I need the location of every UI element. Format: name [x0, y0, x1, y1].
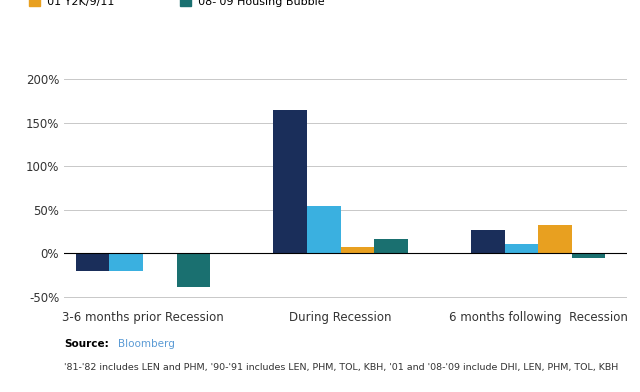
Bar — [273, 110, 307, 254]
Legend: '81-'82 OPEC/RateHike, '01 Y2K/9/11, '90-'91 Savings& Loan crisis, '08-'09 Housi: '81-'82 OPEC/RateHike, '01 Y2K/9/11, '90… — [24, 0, 356, 11]
Bar — [471, 230, 505, 254]
Bar — [177, 254, 210, 287]
Bar — [340, 247, 374, 254]
Bar — [76, 254, 109, 271]
Text: Source:: Source: — [64, 339, 109, 349]
Text: Bloomberg: Bloomberg — [118, 339, 175, 349]
Bar — [538, 225, 572, 254]
Bar — [572, 254, 605, 258]
Bar — [505, 244, 538, 254]
Bar — [109, 254, 143, 271]
Bar — [307, 205, 340, 254]
Text: '81-'82 includes LEN and PHM, '90-'91 includes LEN, PHM, TOL, KBH, '01 and '08-': '81-'82 includes LEN and PHM, '90-'91 in… — [64, 363, 618, 372]
Bar — [374, 239, 408, 254]
